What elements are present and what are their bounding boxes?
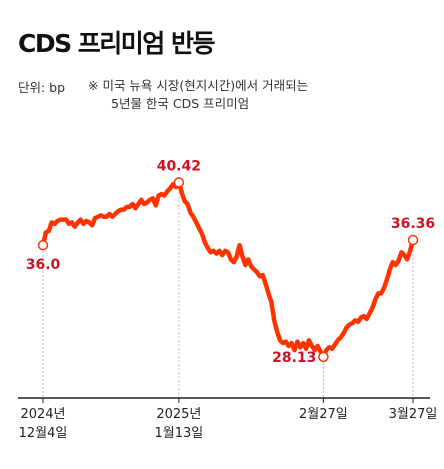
value-label: 28.13 bbox=[272, 350, 316, 366]
note-line-2: 5년물 한국 CDS 프리미엄 bbox=[111, 96, 250, 111]
x-tick-label: 3월27일 bbox=[389, 407, 438, 422]
x-tick-label: 2025년 bbox=[156, 407, 201, 422]
value-label: 36.0 bbox=[26, 257, 61, 273]
chart-note: ※ 미국 뉴욕 시장(현지시간)에서 거래되는 5년물 한국 CDS 프리미엄 bbox=[88, 77, 418, 113]
x-tick-label: 2월27일 bbox=[299, 407, 348, 422]
x-ticks: 2024년 12월4일 2025년 1월13일 2월27일 3월27일 bbox=[19, 398, 438, 441]
highlight-marker bbox=[407, 234, 419, 246]
highlight-marker bbox=[173, 177, 185, 188]
series-line bbox=[40, 180, 416, 360]
unit-label: 단위: bp bbox=[18, 80, 66, 95]
highlight-marker bbox=[318, 351, 329, 363]
highlight-markers: 36.0 40.42 28.13 36.36 bbox=[26, 158, 435, 365]
x-tick-label: 2024년 bbox=[20, 407, 65, 422]
note-line-1: ※ 미국 뉴욕 시장(현지시간)에서 거래되는 bbox=[88, 78, 309, 93]
x-tick-label: 12월4일 bbox=[19, 426, 68, 441]
value-label: 40.42 bbox=[157, 158, 201, 174]
guide-lines bbox=[42, 188, 414, 398]
x-tick-label: 1월13일 bbox=[154, 426, 203, 441]
highlight-marker bbox=[37, 239, 49, 251]
chart-title: CDS 프리미엄 반등 bbox=[18, 29, 216, 58]
value-label: 36.36 bbox=[391, 216, 435, 232]
